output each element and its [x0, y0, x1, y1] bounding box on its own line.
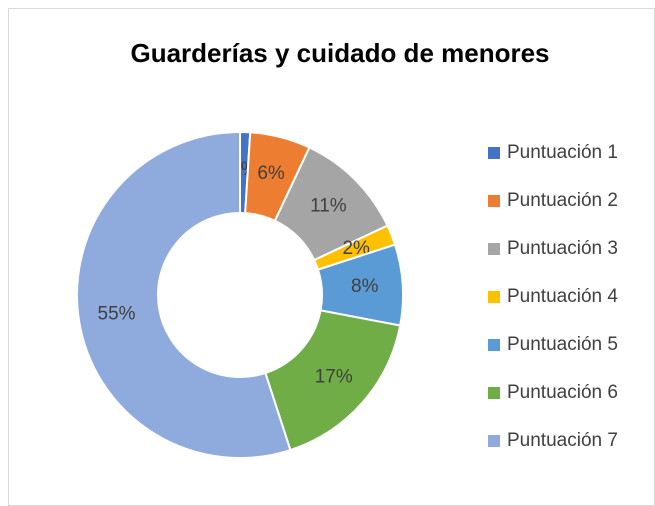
legend-swatch	[488, 195, 500, 207]
legend-label: Puntuación 7	[507, 430, 618, 451]
legend-label: Puntuación 6	[507, 382, 618, 403]
data-label: 8%	[351, 276, 379, 297]
legend-label: Puntuación 2	[507, 190, 618, 211]
chart-title: Guarderías y cuidado de menores	[130, 38, 549, 68]
legend-swatch	[488, 147, 500, 159]
legend-label: Puntuación 1	[507, 142, 618, 163]
data-label: 11%	[310, 196, 347, 217]
legend-label: Puntuación 5	[507, 334, 618, 355]
legend-swatch	[488, 435, 500, 447]
data-label: 2%	[342, 238, 370, 259]
data-label: 55%	[98, 304, 136, 325]
slice	[264, 309, 402, 452]
legend-label: Puntuación 3	[507, 238, 618, 259]
data-label: 6%	[257, 163, 285, 184]
legend-swatch	[488, 339, 500, 351]
slice	[76, 130, 292, 459]
legend-label: Puntuación 4	[507, 286, 618, 307]
legend-swatch	[488, 243, 500, 255]
data-label: 17%	[315, 367, 353, 388]
legend-swatch	[488, 387, 500, 399]
legend-swatch	[488, 291, 500, 303]
